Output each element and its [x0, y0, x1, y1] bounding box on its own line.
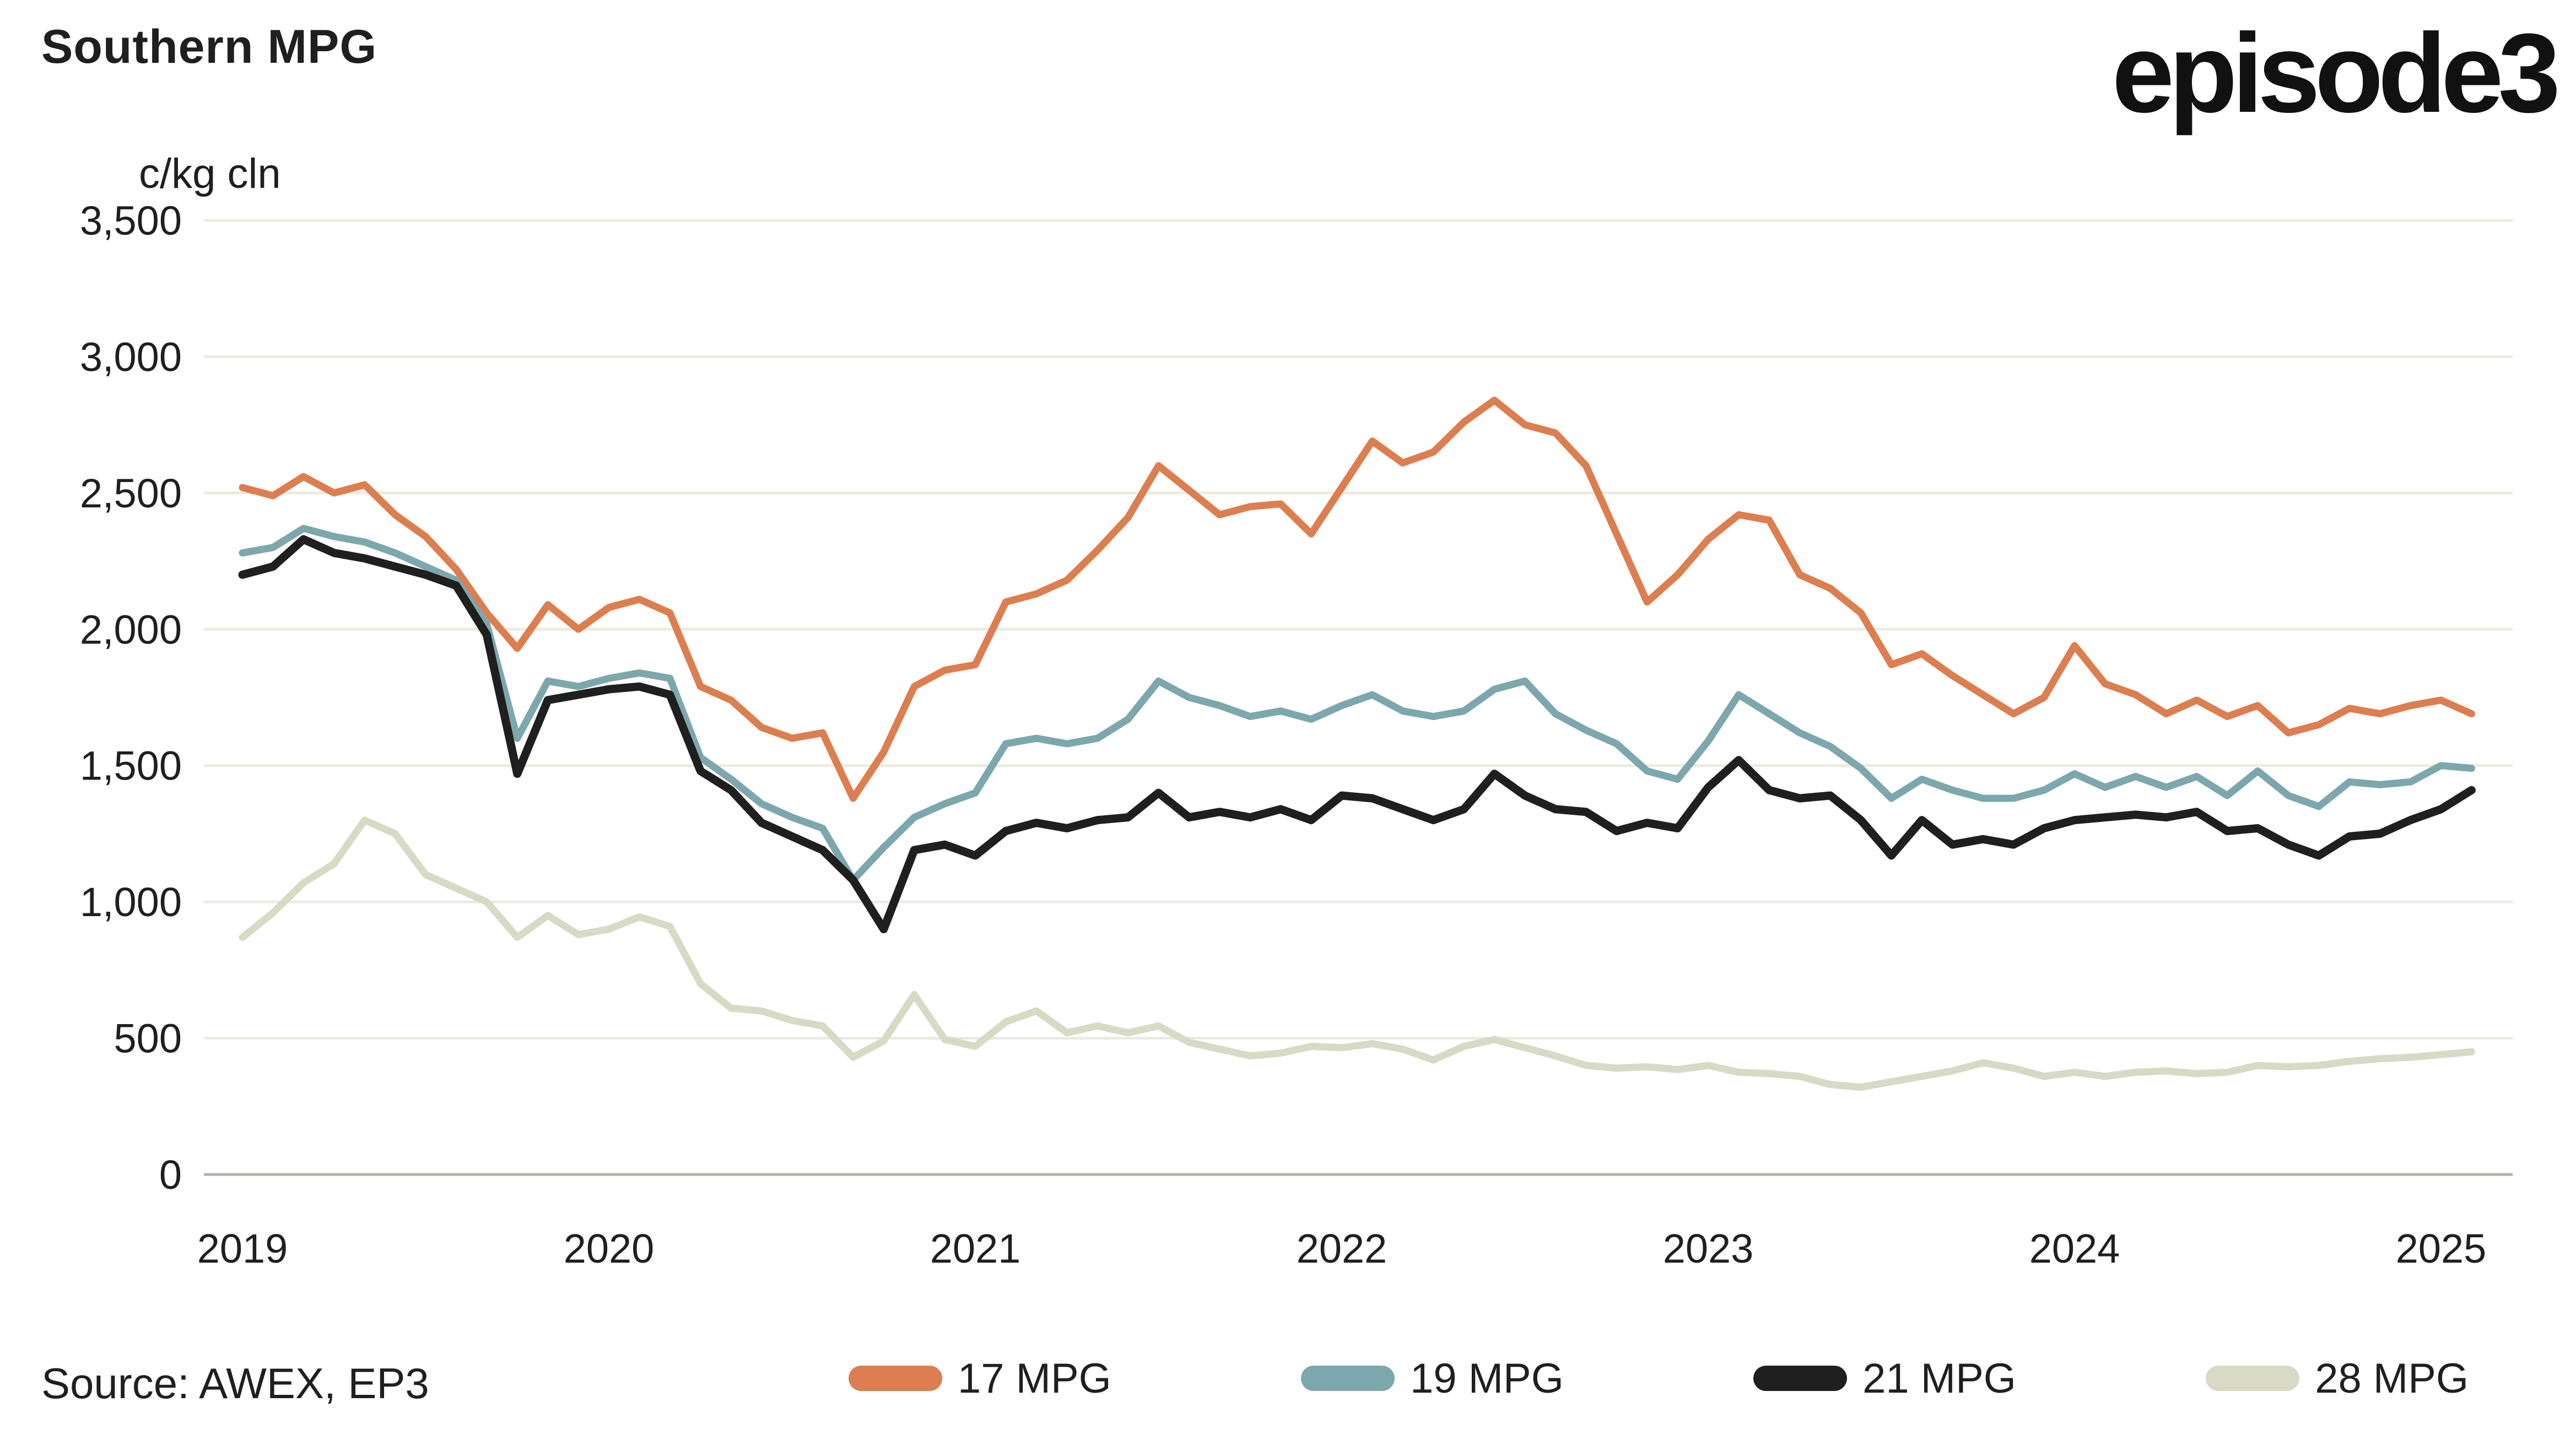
- y-tick-label-2,000: 2,000: [80, 607, 182, 652]
- y-tick-label-1,500: 1,500: [80, 743, 182, 789]
- legend-item-17-mpg: 17 MPG: [849, 1355, 1111, 1403]
- series-line-28-mpg: [239, 816, 2475, 1091]
- y-tick-label-3,500: 3,500: [80, 198, 182, 243]
- series-line-21-mpg: [238, 535, 2476, 934]
- y-tick-label-500: 500: [114, 1016, 182, 1062]
- x-tick-label-2019: 2019: [197, 1226, 288, 1271]
- chart-legend: 17 MPG 19 MPG 21 MPG 28 MPG: [849, 1351, 2469, 1406]
- page-title: Southern MPG: [41, 20, 377, 73]
- legend-label-21-mpg: 21 MPG: [1862, 1355, 2016, 1402]
- y-tick-label-1,000: 1,000: [80, 879, 182, 925]
- legend-label-28-mpg: 28 MPG: [2315, 1355, 2469, 1402]
- legend-swatch-21-mpg: [1753, 1366, 1848, 1391]
- series-line-17-mpg: [239, 397, 2475, 802]
- legend-item-28-mpg: 28 MPG: [2206, 1355, 2469, 1403]
- legend-label-17-mpg: 17 MPG: [958, 1355, 1111, 1402]
- legend-item-21-mpg: 21 MPG: [1753, 1355, 2016, 1403]
- x-tick-label-2025: 2025: [2396, 1226, 2487, 1271]
- x-tick-label-2022: 2022: [1297, 1226, 1387, 1271]
- x-tick-label-2021: 2021: [930, 1226, 1021, 1271]
- legend-swatch-19-mpg: [1301, 1366, 1395, 1391]
- y-axis-unit-label: c/kg cln: [139, 150, 281, 197]
- series-line-19-mpg: [239, 524, 2475, 884]
- episode3-logo: episode3: [2111, 10, 2561, 136]
- y-tick-label-2,500: 2,500: [80, 470, 182, 516]
- y-tick-label-0: 0: [159, 1152, 182, 1198]
- legend-swatch-28-mpg: [2206, 1366, 2300, 1391]
- legend-item-19-mpg: 19 MPG: [1301, 1355, 1564, 1403]
- legend-swatch-17-mpg: [849, 1366, 942, 1391]
- legend-label-19-mpg: 19 MPG: [1410, 1355, 1564, 1402]
- x-tick-label-2024: 2024: [2029, 1226, 2120, 1271]
- source-note: Source: AWEX, EP3: [41, 1359, 429, 1408]
- y-tick-label-3,000: 3,000: [80, 334, 182, 380]
- x-tick-label-2023: 2023: [1663, 1226, 1754, 1271]
- x-tick-label-2020: 2020: [564, 1226, 655, 1271]
